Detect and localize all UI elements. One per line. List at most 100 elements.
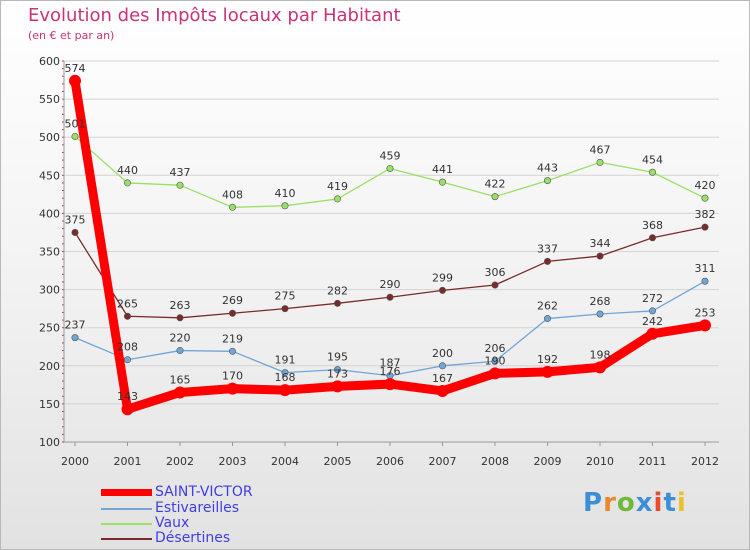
data-label-saint-victor-2011: 242 xyxy=(642,315,663,328)
legend-swatch-desertines xyxy=(101,538,152,540)
legend-swatch-saint-victor xyxy=(101,489,152,496)
data-label-d-sertines-2000: 375 xyxy=(65,213,86,226)
point-estivareilles-2004 xyxy=(281,369,289,377)
x-tick-label-2004: 2004 xyxy=(271,455,299,468)
y-tick-label-250: 250 xyxy=(39,322,60,335)
x-tick-label-2000: 2000 xyxy=(61,455,89,468)
point-estivareilles-2011 xyxy=(648,307,656,315)
proxiti-logo: Proxiti xyxy=(583,488,687,518)
series-layer xyxy=(69,74,711,416)
data-label-d-sertines-2001: 265 xyxy=(117,297,138,310)
y-tick-label-150: 150 xyxy=(39,398,60,411)
point-vaux-2007 xyxy=(438,178,446,186)
point-saint-victor-2012 xyxy=(699,319,711,332)
x-tick-label-2001: 2001 xyxy=(114,455,142,468)
data-label-saint-victor-2001: 143 xyxy=(117,390,138,403)
data-label-estivareilles-2011: 272 xyxy=(642,292,663,305)
point-d-sertines-2007 xyxy=(438,286,446,294)
legend-label-desertines: Désertines xyxy=(155,530,231,546)
data-label-d-sertines-2009: 337 xyxy=(537,242,558,255)
point-d-sertines-2009 xyxy=(543,257,551,265)
data-label-vaux-2012: 420 xyxy=(695,179,716,192)
data-label-vaux-2003: 408 xyxy=(222,188,243,201)
logo-letter: P xyxy=(583,488,604,518)
y-tick-label-100: 100 xyxy=(39,436,60,449)
data-label-d-sertines-2002: 263 xyxy=(170,299,191,312)
point-d-sertines-2012 xyxy=(701,223,709,231)
data-label-estivareilles-2006: 187 xyxy=(380,357,401,370)
point-d-sertines-2004 xyxy=(281,305,289,313)
data-label-estivareilles-2002: 220 xyxy=(170,332,191,345)
point-d-sertines-2010 xyxy=(596,252,604,260)
point-saint-victor-2005 xyxy=(331,380,344,393)
point-estivareilles-2008 xyxy=(491,357,499,365)
logo-letter: o xyxy=(616,488,636,518)
point-estivareilles-2009 xyxy=(543,315,551,323)
legend-label-estivareilles: Estivareilles xyxy=(155,500,240,516)
logo-letter: t xyxy=(663,488,677,518)
data-label-vaux-2000: 501 xyxy=(65,117,86,130)
logo-letter: i xyxy=(653,488,664,518)
point-saint-victor-2008 xyxy=(489,367,501,380)
y-tick-label-400: 400 xyxy=(39,207,60,220)
data-label-estivareilles-2008: 206 xyxy=(485,342,506,355)
data-label-saint-victor-2007: 167 xyxy=(432,372,453,385)
axis-layer: 100 150 200 250 300 350 400 450 500 550 600 2000 200… xyxy=(39,55,719,468)
data-label-vaux-2008: 422 xyxy=(485,178,506,191)
y-tick-label-500: 500 xyxy=(39,131,60,144)
data-label-d-sertines-2010: 344 xyxy=(590,237,611,250)
data-label-estivareilles-2007: 200 xyxy=(432,347,453,360)
point-saint-victor-2010 xyxy=(594,361,606,374)
x-tick-label-2006: 2006 xyxy=(376,455,404,468)
point-d-sertines-2011 xyxy=(648,234,656,242)
data-label-vaux-2007: 441 xyxy=(432,163,453,176)
point-vaux-2008 xyxy=(491,193,499,201)
data-label-saint-victor-2009: 192 xyxy=(537,353,558,366)
data-label-saint-victor-2010: 198 xyxy=(590,348,611,361)
point-vaux-2011 xyxy=(648,168,656,176)
x-tick-label-2007: 2007 xyxy=(429,455,457,468)
data-label-estivareilles-2001: 208 xyxy=(117,341,138,354)
logo-letter: i xyxy=(676,488,687,518)
point-estivareilles-2012 xyxy=(701,277,709,285)
data-label-d-sertines-2005: 282 xyxy=(327,284,348,297)
data-label-estivareilles-2003: 219 xyxy=(222,332,243,345)
data-label-d-sertines-2008: 306 xyxy=(485,266,506,279)
point-d-sertines-2003 xyxy=(229,309,237,317)
point-vaux-2002 xyxy=(176,181,184,189)
point-d-sertines-2006 xyxy=(386,293,394,301)
data-label-saint-victor-2005: 173 xyxy=(327,367,348,380)
data-label-d-sertines-2006: 290 xyxy=(380,278,401,291)
data-label-saint-victor-2004: 168 xyxy=(275,371,296,384)
y-tick-label-350: 350 xyxy=(39,246,60,259)
data-label-vaux-2006: 459 xyxy=(380,149,401,162)
point-vaux-2003 xyxy=(229,203,237,211)
point-d-sertines-2002 xyxy=(176,314,184,322)
data-label-saint-victor-2006: 176 xyxy=(380,365,401,378)
x-tick-label-2008: 2008 xyxy=(481,455,509,468)
point-estivareilles-2007 xyxy=(438,362,446,370)
point-vaux-2000 xyxy=(71,132,79,140)
legend-label-saint-victor: SAINT-VICTOR xyxy=(155,484,253,500)
point-saint-victor-2001 xyxy=(121,403,134,416)
x-tick-label-2005: 2005 xyxy=(324,455,352,468)
point-saint-victor-2004 xyxy=(279,384,291,397)
data-label-estivareilles-2004: 191 xyxy=(275,354,296,367)
data-label-saint-victor-2008: 190 xyxy=(485,354,506,367)
point-vaux-2012 xyxy=(701,194,709,202)
data-label-layer: 574 143 165 170 168 173 176 167 190 192 198 242 253 2… xyxy=(65,62,716,403)
data-label-vaux-2010: 467 xyxy=(590,143,611,156)
data-label-estivareilles-2009: 262 xyxy=(537,300,558,313)
y-tick-label-300: 300 xyxy=(39,284,60,297)
point-vaux-2006 xyxy=(386,164,394,172)
data-label-vaux-2009: 443 xyxy=(537,162,558,175)
point-d-sertines-2001 xyxy=(124,312,132,320)
data-label-estivareilles-2000: 237 xyxy=(65,319,86,332)
point-saint-victor-2006 xyxy=(384,378,396,391)
point-saint-victor-2003 xyxy=(226,382,239,395)
data-label-saint-victor-2002: 165 xyxy=(170,373,191,386)
point-vaux-2001 xyxy=(124,179,132,187)
x-tick-label-2012: 2012 xyxy=(691,455,719,468)
point-vaux-2010 xyxy=(596,158,604,166)
